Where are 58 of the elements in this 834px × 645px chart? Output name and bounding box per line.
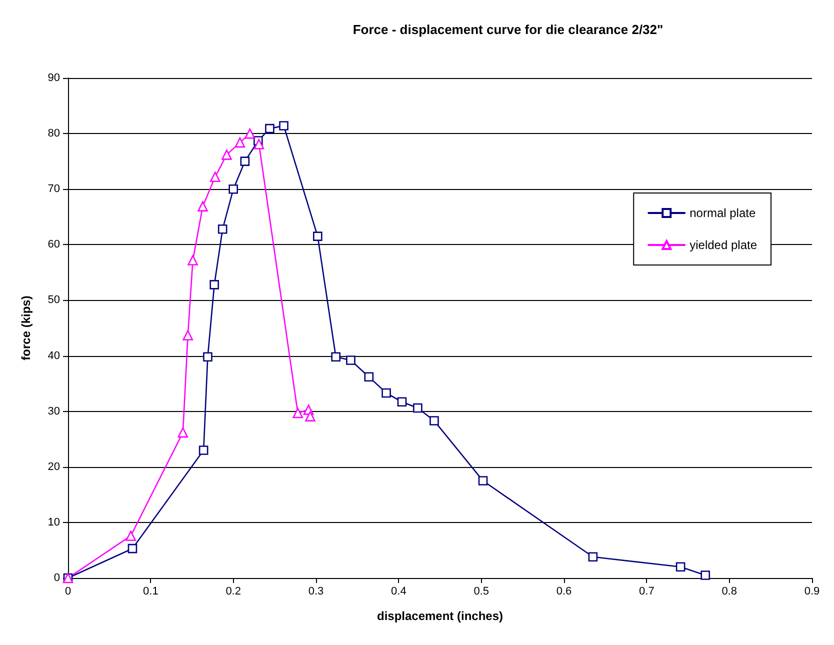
point <box>305 411 316 422</box>
point <box>210 280 219 290</box>
point <box>203 352 212 362</box>
y-tick-label: 10 <box>48 516 60 528</box>
y-tick-label: 80 <box>48 128 60 140</box>
point <box>313 232 322 241</box>
point <box>178 427 188 438</box>
x-axis-title: displacement (inches) <box>376 609 504 623</box>
point <box>292 408 303 418</box>
y-tick-label: 50 <box>48 294 60 306</box>
point <box>254 138 264 150</box>
legend-label: yielded plate <box>690 238 758 252</box>
chart-title: Force - displacement curve for die clearance 2/32" <box>352 22 664 37</box>
y-tick-label: 40 <box>48 350 60 362</box>
y-axis-title: force (kips) <box>19 296 33 360</box>
point <box>198 201 208 212</box>
y-tick-label: 60 <box>48 238 60 251</box>
point <box>265 124 274 134</box>
x-tick-label: 0.2 <box>226 586 241 598</box>
x-tick-label: 0 <box>64 586 72 598</box>
x-tick-label: 0.4 <box>391 586 406 598</box>
point <box>182 330 194 340</box>
point <box>210 172 220 182</box>
x-tick-label: 0.5 <box>474 586 489 598</box>
y-tick-label: 90 <box>48 72 60 84</box>
point <box>397 397 407 407</box>
y-tick-label: 20 <box>48 460 60 473</box>
x-tick-label: 0.7 <box>639 586 654 598</box>
point <box>218 224 228 234</box>
point <box>676 562 686 572</box>
point <box>588 552 598 562</box>
point <box>413 403 422 413</box>
point <box>430 416 439 426</box>
point <box>126 530 136 541</box>
x-tick-label: 0.3 <box>308 586 324 598</box>
x-tick-label: 0.9 <box>804 586 820 598</box>
y-tick-label: 0 <box>54 572 60 584</box>
y-tick-label: 70 <box>48 183 60 196</box>
point <box>382 388 391 398</box>
point <box>240 156 250 166</box>
point <box>279 121 288 130</box>
point <box>198 446 208 455</box>
point <box>222 150 232 160</box>
x-tick-label: 0.1 <box>143 586 158 598</box>
x-tick-label: 0.8 <box>722 586 737 598</box>
point <box>188 255 198 266</box>
point <box>228 184 238 194</box>
point <box>244 128 256 139</box>
point <box>234 137 246 148</box>
legend-label: normal plate <box>690 206 756 220</box>
point <box>364 372 374 382</box>
point <box>128 544 138 554</box>
point <box>700 570 710 580</box>
point <box>331 352 340 362</box>
point <box>346 356 356 365</box>
y-tick-label: 30 <box>48 405 60 418</box>
point <box>478 476 488 486</box>
x-tick-label: 0.6 <box>556 586 572 598</box>
